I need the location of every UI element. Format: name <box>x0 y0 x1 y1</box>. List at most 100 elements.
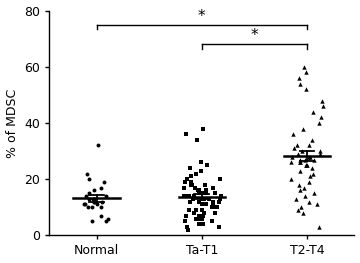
Point <box>311 191 316 195</box>
Point <box>300 127 306 131</box>
Point <box>183 219 188 224</box>
Point <box>195 188 201 193</box>
Point <box>295 152 301 156</box>
Point <box>95 203 100 207</box>
Point <box>193 185 198 190</box>
Point <box>183 214 189 218</box>
Point <box>86 197 92 201</box>
Point <box>300 149 305 153</box>
Point <box>306 180 312 184</box>
Point <box>183 132 189 136</box>
Point <box>185 228 190 232</box>
Point <box>310 110 316 114</box>
Point <box>316 225 322 229</box>
Point <box>301 65 307 69</box>
Point <box>98 205 104 209</box>
Point <box>210 219 215 224</box>
Point <box>199 203 205 207</box>
Point <box>95 143 101 148</box>
Point <box>296 183 302 187</box>
Point <box>103 219 109 224</box>
Point <box>81 203 87 207</box>
Point <box>318 149 323 153</box>
Point <box>302 194 308 198</box>
Point <box>90 197 95 201</box>
Point <box>297 82 303 86</box>
Point <box>197 200 202 204</box>
Point <box>209 205 215 209</box>
Point <box>89 219 95 224</box>
Point <box>190 197 196 201</box>
Point <box>297 160 302 164</box>
Point <box>297 158 303 162</box>
Point <box>191 194 197 198</box>
Point <box>186 208 192 212</box>
Y-axis label: % of MDSC: % of MDSC <box>5 88 19 158</box>
Point <box>203 188 209 193</box>
Point <box>210 200 216 204</box>
Point <box>307 174 313 179</box>
Point <box>309 166 315 170</box>
Point <box>198 169 203 173</box>
Point <box>105 216 111 221</box>
Point <box>183 180 188 184</box>
Point <box>91 188 97 193</box>
Point <box>303 163 309 167</box>
Point <box>197 191 202 195</box>
Point <box>301 185 307 190</box>
Point <box>194 138 199 142</box>
Point <box>188 166 193 170</box>
Point <box>187 200 193 204</box>
Point <box>297 160 303 164</box>
Point <box>199 191 205 195</box>
Point <box>292 146 297 150</box>
Point <box>306 143 312 148</box>
Point <box>86 191 91 195</box>
Point <box>198 160 204 164</box>
Point <box>199 216 205 221</box>
Point <box>200 191 206 195</box>
Point <box>91 200 97 204</box>
Point <box>289 155 295 159</box>
Point <box>212 211 218 215</box>
Point <box>191 211 197 215</box>
Point <box>319 98 325 103</box>
Point <box>291 132 296 136</box>
Point <box>303 70 309 74</box>
Point <box>212 205 218 209</box>
Point <box>320 104 326 108</box>
Point <box>297 169 302 173</box>
Point <box>303 87 309 91</box>
Point <box>202 211 207 215</box>
Point <box>196 222 202 226</box>
Point <box>188 183 193 187</box>
Point <box>203 203 208 207</box>
Point <box>216 225 222 229</box>
Point <box>91 200 97 204</box>
Point <box>288 177 294 181</box>
Point <box>200 214 206 218</box>
Point <box>184 225 189 229</box>
Point <box>188 174 194 179</box>
Point <box>193 171 199 176</box>
Point <box>86 177 92 181</box>
Point <box>298 205 303 209</box>
Point <box>196 214 202 218</box>
Point <box>293 197 298 201</box>
Point <box>85 205 90 209</box>
Point <box>98 185 104 190</box>
Point <box>196 188 202 193</box>
Point <box>310 171 316 176</box>
Point <box>303 163 309 167</box>
Point <box>217 197 222 201</box>
Text: *: * <box>251 28 258 43</box>
Point <box>200 222 206 226</box>
Point <box>217 177 223 181</box>
Point <box>201 127 206 131</box>
Point <box>193 208 199 212</box>
Point <box>212 191 218 195</box>
Point <box>318 115 324 119</box>
Point <box>207 197 212 201</box>
Point <box>203 191 209 195</box>
Point <box>181 194 187 198</box>
